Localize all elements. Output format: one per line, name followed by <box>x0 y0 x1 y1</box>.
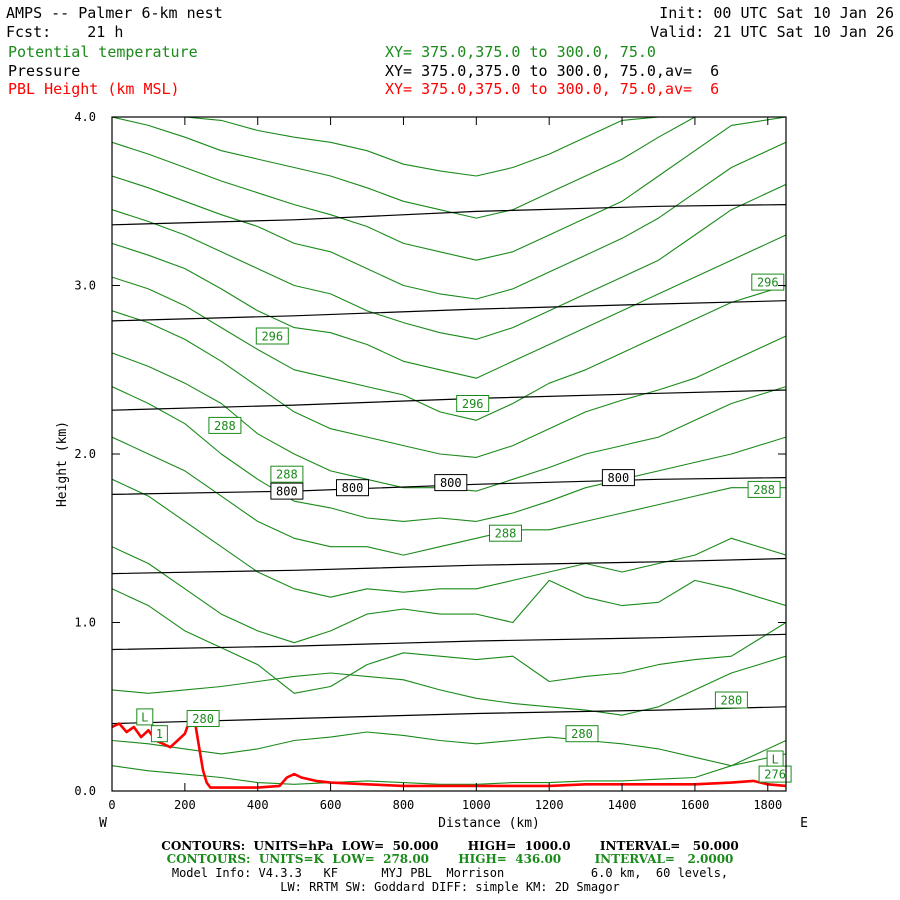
pressure-contour-4 <box>112 477 786 495</box>
theta-contour-11 <box>112 276 786 421</box>
contour-label-6: 296 <box>462 397 484 411</box>
y-tick-label-3: 2.0 <box>74 447 96 461</box>
theta-contour-17 <box>112 117 786 177</box>
theta-contour-8 <box>112 386 786 522</box>
footer-theta-contours: CONTOURS: UNITS=K LOW= 278.00 HIGH= 436.… <box>166 852 734 866</box>
field-pbl-xy: XY= 375.0,375.0 to 300.0, 75.0,av= 6 <box>385 80 720 98</box>
contour-label-16: L <box>771 753 778 767</box>
theta-contour-16 <box>112 117 786 219</box>
west-label: W <box>99 816 107 831</box>
x-tick-label-4: 600 <box>320 798 342 812</box>
contour-label-18: 1 <box>156 727 163 741</box>
x-tick-label-9: 1600 <box>680 798 709 812</box>
init-time: Init: 00 UTC Sat 10 Jan 26 <box>659 4 894 22</box>
y-axis-label: Height (km) <box>55 421 70 507</box>
plot-frame <box>111 116 787 792</box>
x-tick-label-6: 1000 <box>462 798 491 812</box>
contour-label-3: 800 <box>440 476 462 490</box>
footer-model-info: Model Info: V4.3.3 KF MYJ PBL Morrison 6… <box>171 866 729 880</box>
contour-label-7: 296 <box>757 276 779 290</box>
theta-contour-14 <box>112 141 786 300</box>
field-theta-xy: XY= 375.0,375.0 to 300.0, 75.0 <box>385 43 656 61</box>
theta-contour-12 <box>112 234 786 379</box>
contour-label-box-2 <box>336 479 369 497</box>
theta-contour-13 <box>112 183 786 340</box>
field-pbl-name: PBL Height (km MSL) <box>8 80 180 98</box>
contour-label-box-4 <box>601 469 635 487</box>
contour-label-box-17 <box>758 765 792 783</box>
contour-label-9: 288 <box>276 468 298 482</box>
contour-label-10: 288 <box>495 527 517 541</box>
contour-label-box-6 <box>456 395 490 412</box>
x-tick-label-3: 400 <box>247 798 269 812</box>
contour-label-5: 296 <box>261 330 283 344</box>
valid-time: Valid: 21 UTC Sat 10 Jan 26 <box>650 23 894 41</box>
x-tick-label-10: 1800 <box>753 798 782 812</box>
theta-contour-6 <box>112 478 786 598</box>
contour-label-box-1 <box>270 482 304 500</box>
contour-label-box-12 <box>186 710 220 727</box>
footer-physics-info: LW: RRTM SW: Goddard DIFF: simple KM: 2D… <box>280 880 620 894</box>
y-tick-label-1: 0.0 <box>74 784 96 798</box>
y-tick-label-5: 4.0 <box>74 110 96 124</box>
theta-contour-4 <box>112 588 786 694</box>
theta-contour-10 <box>112 310 786 458</box>
contour-label-1: 800 <box>276 485 298 499</box>
contour-label-box-15 <box>136 708 154 726</box>
contour-label-box-9 <box>270 465 304 483</box>
contour-label-11: 288 <box>753 483 775 497</box>
pressure-contour-1 <box>112 706 786 725</box>
contour-label-box-7 <box>751 273 785 291</box>
pressure-contour-2 <box>112 633 786 651</box>
contour-label-14: 280 <box>721 694 743 708</box>
theta-contour-1 <box>112 753 786 785</box>
forecast-hour: Fcst: 21 h <box>6 23 124 41</box>
pressure-contour-5 <box>112 389 786 411</box>
contour-label-15: L <box>141 710 148 724</box>
contour-label-box-18 <box>150 725 168 743</box>
field-pressure-xy: XY= 375.0,375.0 to 300.0, 75.0,av= 6 <box>385 62 720 80</box>
theta-contour-2 <box>112 731 786 767</box>
contour-label-12: 280 <box>192 712 214 726</box>
contour-label-box-11 <box>747 480 781 498</box>
x-tick-label-7: 1200 <box>535 798 564 812</box>
field-pressure-name: Pressure <box>8 62 81 80</box>
x-axis-label: Distance (km) <box>438 816 540 831</box>
field-theta-name: Potential temperature <box>8 43 198 61</box>
x-tick-label-1: 0 <box>108 798 115 812</box>
contour-label-2: 800 <box>342 481 364 495</box>
theta-contour-15 <box>112 117 786 261</box>
y-tick-label-4: 3.0 <box>74 279 96 293</box>
x-tick-label-2: 200 <box>174 798 196 812</box>
pressure-contour-3 <box>112 557 786 575</box>
contour-label-box-5 <box>255 327 289 345</box>
theta-contour-5 <box>112 546 786 644</box>
cross-section-chart: 800 800 800 800 296 296 296 288 288 288 288 280 280 2… <box>55 110 808 831</box>
theta-contour-3 <box>112 655 786 716</box>
footer-pressure-contours: CONTOURS: UNITS=hPa LOW= 50.000 HIGH= 10… <box>161 839 739 853</box>
x-tick-label-5: 800 <box>393 798 415 812</box>
contour-label-box-14 <box>714 691 748 709</box>
pressure-contour-6 <box>112 300 786 322</box>
theta-contour-7 <box>112 436 786 556</box>
east-label: E <box>800 816 808 831</box>
contour-label-box-8 <box>208 416 242 434</box>
pressure-contour-7 <box>112 204 786 226</box>
contour-label-8: 288 <box>214 419 236 433</box>
x-tick-label-8: 1400 <box>608 798 637 812</box>
y-tick-label-2: 1.0 <box>74 616 96 630</box>
contour-label-box-3 <box>434 474 468 492</box>
model-title: AMPS -- Palmer 6-km nest <box>6 4 223 22</box>
contour-label-17: 276 <box>764 768 786 782</box>
contour-label-box-10 <box>489 524 522 542</box>
contour-label-13: 280 <box>571 727 593 741</box>
contour-label-4: 800 <box>608 471 630 485</box>
contour-label-box-13 <box>565 725 599 743</box>
